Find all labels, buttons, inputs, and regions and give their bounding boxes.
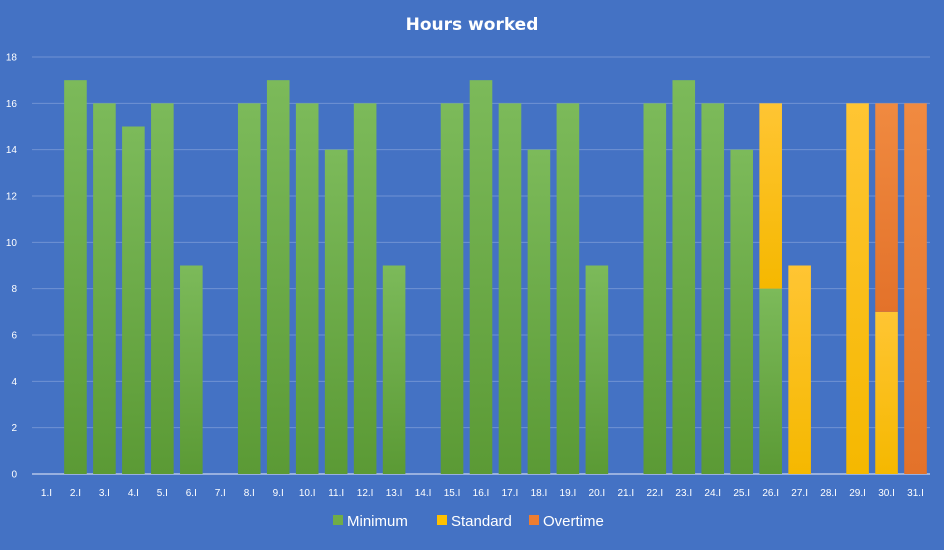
x-tick-label: 4.I (128, 488, 139, 499)
x-tick-label: 5.I (157, 488, 168, 499)
bar-minimum (759, 288, 782, 474)
bar-minimum (237, 103, 261, 474)
x-tick-label: 27.I (791, 488, 808, 499)
y-tick-label: 2 (11, 423, 17, 434)
bar-minimum (266, 80, 290, 475)
x-tick-label: 22.I (646, 488, 663, 499)
bar-standard (875, 311, 898, 474)
bar-minimum (324, 149, 348, 474)
x-tick-label: 19.I (560, 488, 577, 499)
legend-label-standard: Standard (451, 513, 512, 530)
x-tick-label: 1.I (41, 488, 52, 499)
x-tick-label: 21.I (617, 488, 634, 499)
bar-minimum (672, 80, 696, 475)
chart-title: Hours worked (406, 15, 539, 35)
x-tick-label: 12.I (357, 488, 374, 499)
x-tick-label: 7.I (215, 488, 226, 499)
y-tick-label: 0 (11, 470, 17, 481)
bar-standard (846, 103, 869, 474)
x-tick-label: 9.I (273, 488, 284, 499)
y-tick-label: 10 (6, 238, 18, 249)
x-tick-label: 28.I (820, 488, 837, 499)
x-tick-label: 11.I (328, 488, 344, 499)
bar-minimum (498, 103, 522, 474)
bars (64, 80, 927, 475)
x-tick-label: 29.I (849, 488, 866, 499)
y-tick-label: 6 (11, 331, 17, 342)
x-tick-label: 6.I (186, 488, 197, 499)
bar-minimum (353, 103, 377, 474)
y-tick-label: 16 (6, 99, 18, 110)
bar-minimum (585, 265, 609, 474)
bar-minimum (730, 149, 754, 474)
x-tick-label: 14.I (415, 488, 432, 499)
bar-minimum (440, 103, 464, 474)
y-tick-label: 4 (11, 377, 17, 388)
bar-minimum (64, 80, 87, 475)
bar-minimum (295, 103, 319, 474)
x-tick-label: 23.I (675, 488, 692, 499)
legend-swatch-minimum (333, 515, 343, 525)
x-tick-label: 3.I (99, 488, 110, 499)
x-tick-label: 8.I (244, 488, 255, 499)
bar-minimum (151, 103, 174, 474)
bar-minimum (701, 103, 725, 474)
y-axis: 0 2 4 6 8 10 12 14 16 18 (6, 53, 18, 481)
x-tick-label: 18.I (531, 488, 548, 499)
x-tick-label: 30.I (878, 488, 895, 499)
bar-standard (759, 103, 782, 289)
y-tick-label: 14 (6, 145, 18, 156)
y-tick-label: 18 (6, 53, 18, 64)
legend-swatch-overtime (529, 515, 539, 525)
bar-minimum (93, 103, 116, 474)
x-tick-label: 24.I (704, 488, 721, 499)
bar-minimum (122, 126, 145, 474)
x-tick-label: 13.I (386, 488, 403, 499)
bar-minimum (643, 103, 667, 474)
y-tick-label: 8 (11, 284, 17, 295)
bar-standard (788, 265, 811, 474)
x-tick-label: 15.I (444, 488, 461, 499)
x-axis: 1.I 2.I 3.I 4.I 5.I 6.I 7.I 8.I 9.I 10.I 11.I 12.I 1… (41, 488, 924, 499)
x-tick-label: 16.I (473, 488, 490, 499)
x-tick-label: 26.I (762, 488, 779, 499)
x-tick-label: 31.I (907, 488, 924, 499)
x-tick-label: 20.I (589, 488, 606, 499)
bar-minimum (527, 149, 551, 474)
bar-overtime (904, 103, 927, 474)
legend: Minimum Standard Overtime (333, 513, 604, 530)
bar-minimum (382, 265, 406, 474)
x-tick-label: 25.I (733, 488, 750, 499)
bar-minimum (469, 80, 493, 475)
x-tick-label: 2.I (70, 488, 81, 499)
y-tick-label: 12 (6, 192, 18, 203)
bar-overtime (875, 103, 898, 312)
legend-swatch-standard (437, 515, 447, 525)
legend-label-minimum: Minimum (347, 513, 408, 530)
x-tick-label: 10.I (299, 488, 316, 499)
bar-minimum (556, 103, 580, 474)
legend-label-overtime: Overtime (543, 513, 604, 530)
bar-minimum (180, 265, 203, 474)
x-tick-label: 17.I (502, 488, 519, 499)
